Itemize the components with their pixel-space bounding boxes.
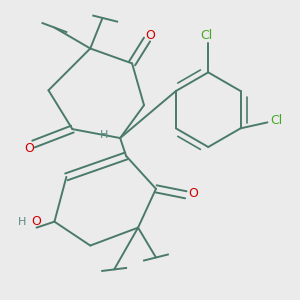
Text: O: O (188, 187, 198, 200)
Text: O: O (32, 215, 41, 228)
Text: O: O (24, 142, 34, 155)
Text: Cl: Cl (201, 28, 213, 41)
Text: O: O (145, 28, 155, 41)
Text: Cl: Cl (270, 114, 283, 128)
Text: H: H (100, 130, 108, 140)
Text: H: H (17, 217, 26, 227)
